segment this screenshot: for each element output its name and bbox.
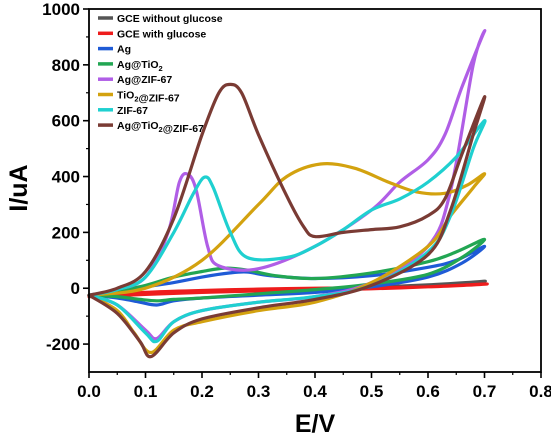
series-line-7 <box>87 82 487 359</box>
series-line-2 <box>87 244 487 307</box>
series-line-6 <box>87 119 487 344</box>
x-tick-label: 0.5 <box>360 382 384 401</box>
y-tick-label: -200 <box>46 335 80 354</box>
series-line-1 <box>87 282 489 299</box>
y-tick-label: 0 <box>71 279 80 298</box>
x-tick-label: 0.0 <box>77 382 101 401</box>
legend: GCE without glucose GCE with glucose Ag Ag@… <box>98 13 223 135</box>
x-axis-title: E/V <box>295 410 336 435</box>
series-line-3 <box>87 237 487 303</box>
legend-label: TiO2@ZIF-67 <box>117 90 180 105</box>
legend-label: ZIF-67 <box>117 105 148 117</box>
x-tick-label: 0.4 <box>303 382 327 401</box>
x-tick-label: 0.1 <box>134 382 158 401</box>
curves-layer <box>87 28 489 359</box>
legend-label: GCE with glucose <box>117 28 206 40</box>
y-tick-label: 600 <box>52 112 80 131</box>
legend-label: GCE without glucose <box>117 13 223 25</box>
x-tick-label: 0.6 <box>416 382 440 401</box>
y-tick-label: 1000 <box>42 0 80 19</box>
x-tick-label: 0.8 <box>529 382 551 401</box>
y-axis-title: I/uA <box>5 164 33 211</box>
x-tick-label: 0.3 <box>247 382 271 401</box>
legend-label: Ag@TiO2@ZIF-67 <box>117 120 204 135</box>
legend-label: Ag@ZIF-67 <box>117 74 172 86</box>
x-tick-label: 0.7 <box>473 382 497 401</box>
y-tick-label: 200 <box>52 223 80 242</box>
legend-label: Ag@TiO2 <box>117 59 163 73</box>
x-tick-label: 0.2 <box>190 382 214 401</box>
y-tick-label: 800 <box>52 56 80 75</box>
series-line-5 <box>87 162 487 355</box>
y-tick-label: 400 <box>52 168 80 187</box>
axes-layer: 0.0 0.1 0.2 0.3 0.4 0.5 0.6 0.7 0.8 -200 0 200 400 60… <box>42 0 551 401</box>
legend-label: Ag <box>117 44 131 56</box>
